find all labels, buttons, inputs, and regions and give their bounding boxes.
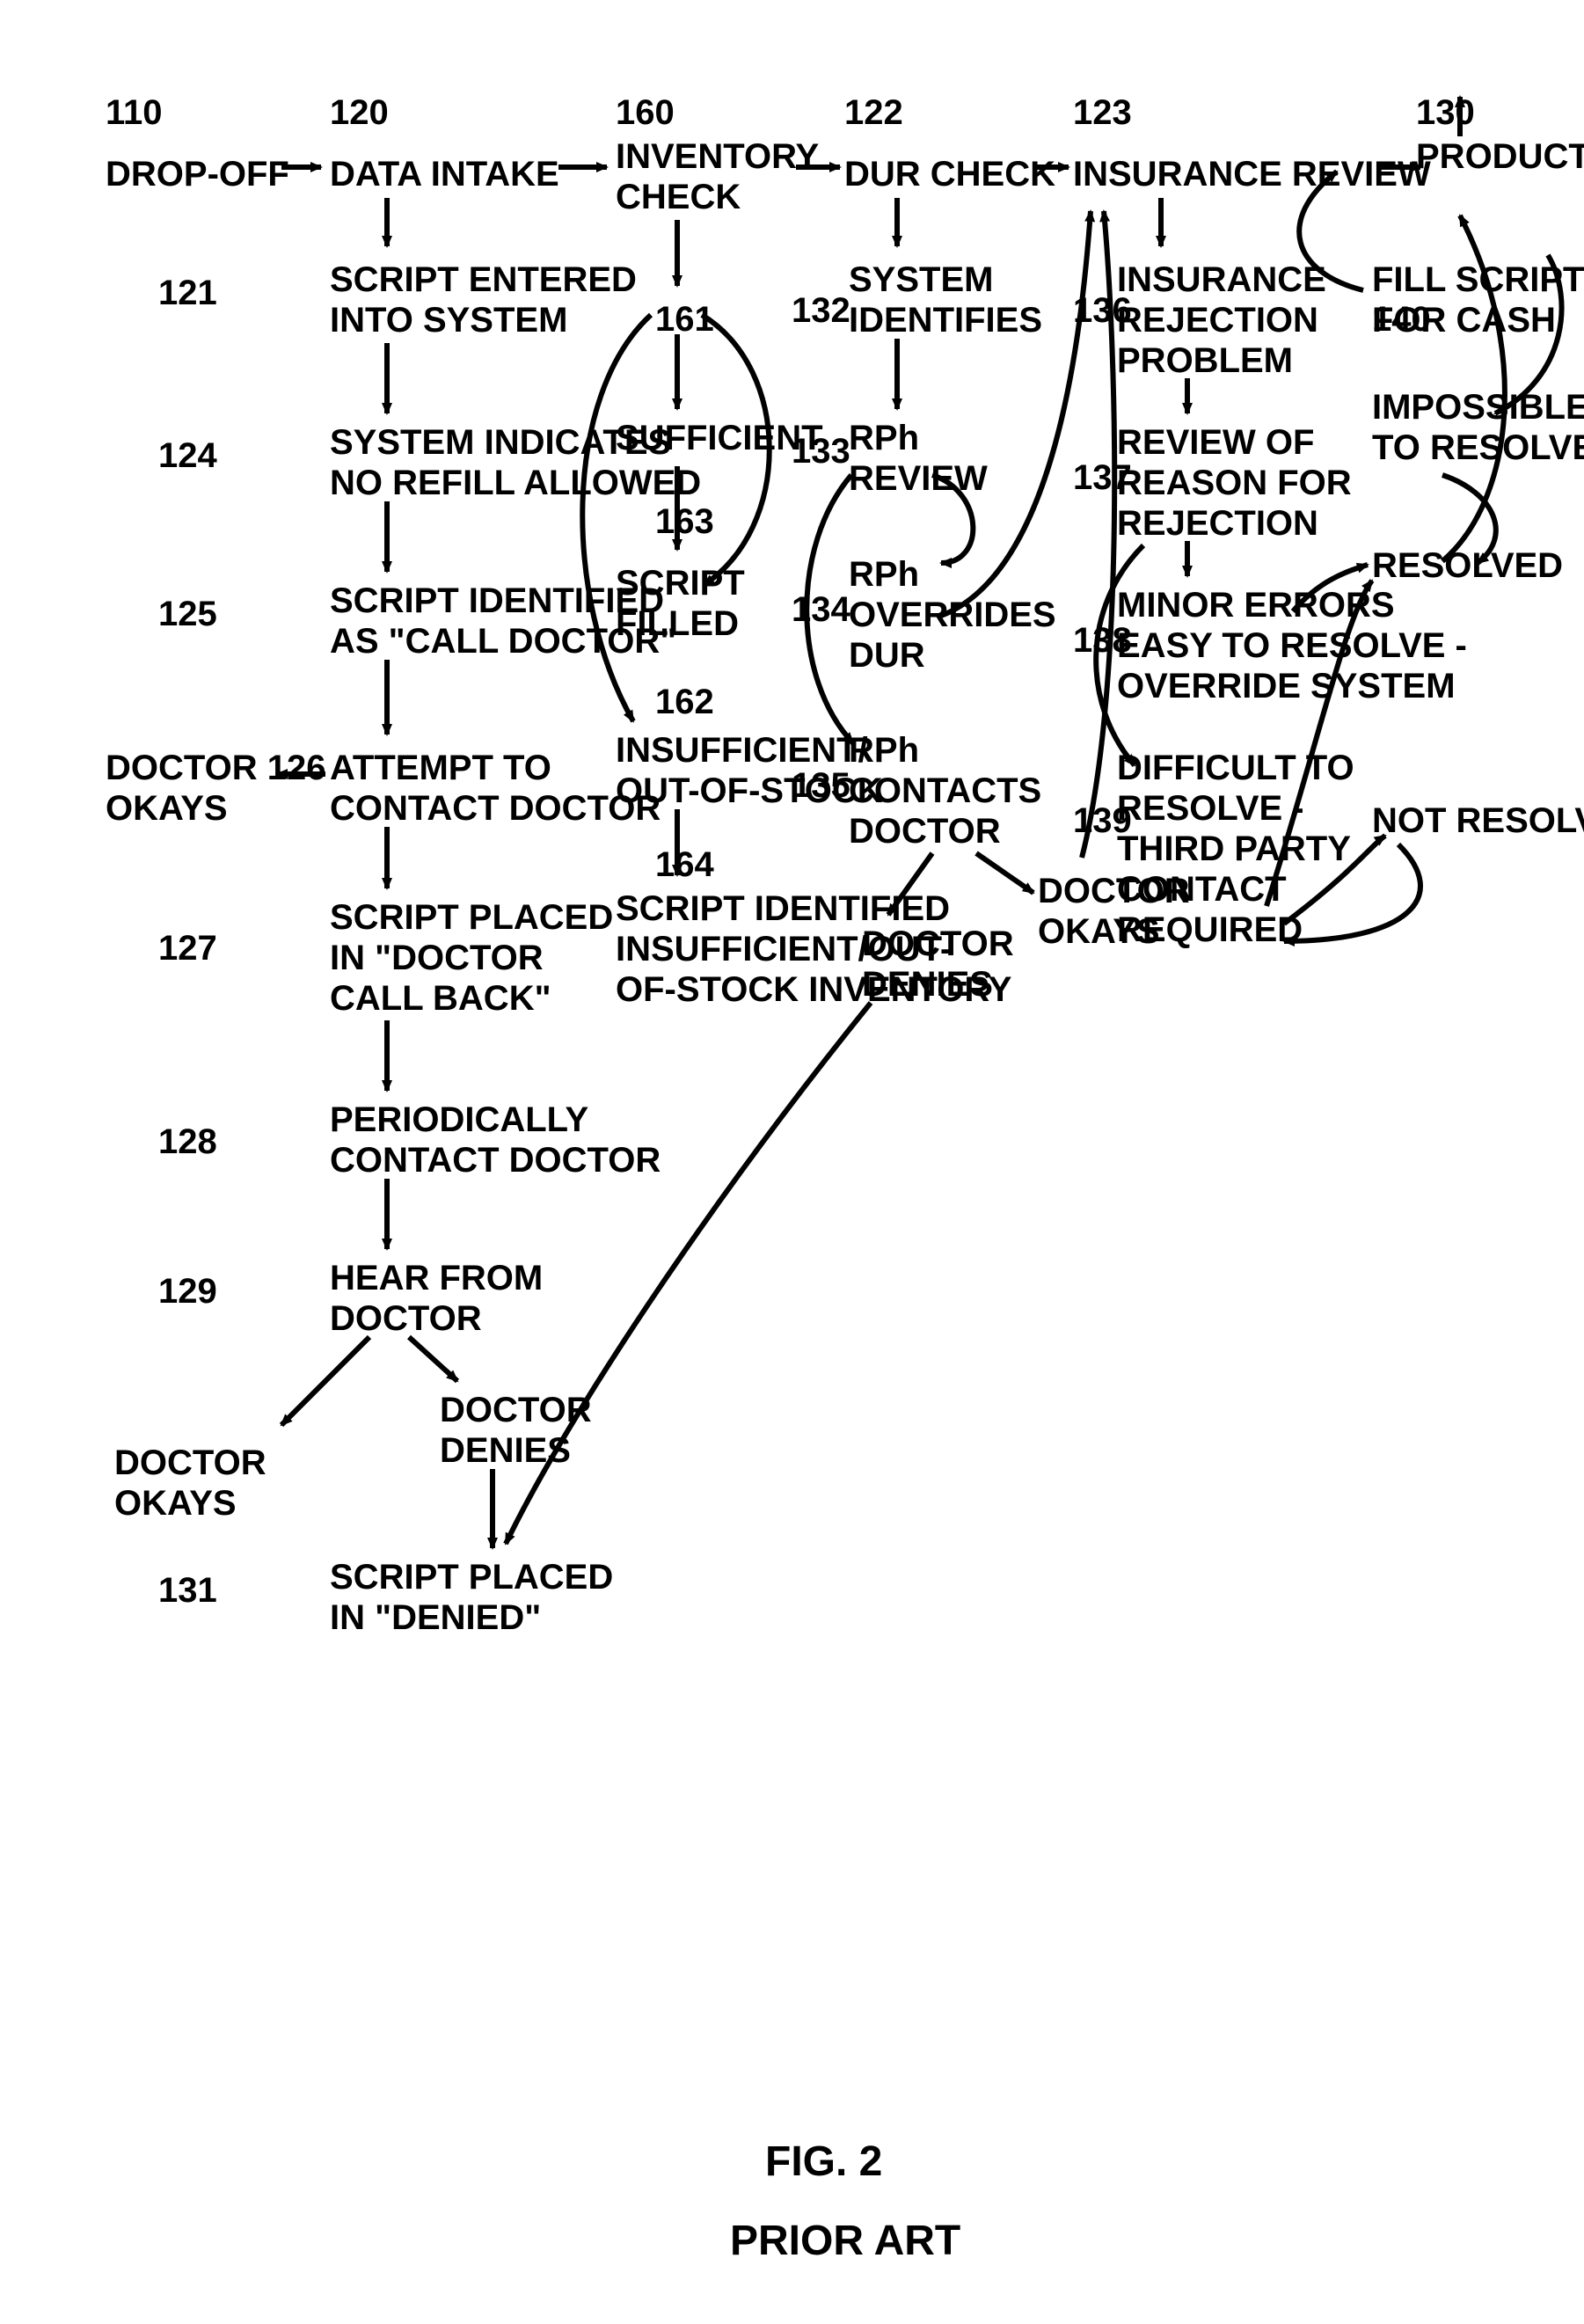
ref-129: 129 <box>158 1271 217 1312</box>
node-rph-review: RPh REVIEW <box>849 418 988 499</box>
node-hear-from: HEAR FROM DOCTOR <box>330 1258 543 1339</box>
node-minor-errors: MINOR ERRORS EASY TO RESOLVE - OVERRIDE … <box>1117 585 1467 706</box>
ref-162: 162 <box>655 682 714 722</box>
ref-127: 127 <box>158 928 217 968</box>
node-dur-check: DUR CHECK <box>844 154 1055 194</box>
ref-164: 164 <box>655 844 714 885</box>
node-production: PRODUCTION <box>1416 136 1584 177</box>
ref-122: 122 <box>844 92 903 133</box>
node-data-intake: DATA INTAKE <box>330 154 559 194</box>
node-dropoff: DROP-OFF <box>106 154 289 194</box>
node-doctor-denies-129: DOCTOR DENIES <box>440 1390 592 1471</box>
ref-120: 120 <box>330 92 389 133</box>
ref-125: 125 <box>158 594 217 634</box>
node-rph-overrides: RPh OVERRIDES DUR <box>849 554 1056 676</box>
ref-124: 124 <box>158 435 217 476</box>
ref-121: 121 <box>158 273 217 313</box>
node-review-reason: REVIEW OF REASON FOR REJECTION <box>1117 422 1352 544</box>
node-doctor-denies-dur: DOCTOR DENIES <box>862 924 1014 1005</box>
node-placed-callback: SCRIPT PLACED IN "DOCTOR CALL BACK" <box>330 897 613 1019</box>
node-resolved: RESOLVED <box>1372 545 1563 586</box>
ref-163: 163 <box>655 501 714 542</box>
ref-133: 133 <box>792 431 850 471</box>
node-impossible: IMPOSSIBLE TO RESOLVE <box>1372 387 1584 468</box>
ref-135: 135 <box>792 765 850 806</box>
node-fill-cash: FILL SCRIPT FOR CASH <box>1372 259 1584 340</box>
node-difficult: DIFFICULT TO RESOLVE - THIRD PARTY CONTA… <box>1117 748 1354 950</box>
ref-131: 131 <box>158 1570 217 1611</box>
ref-128: 128 <box>158 1122 217 1162</box>
node-placed-denied: SCRIPT PLACED IN "DENIED" <box>330 1557 613 1638</box>
node-periodically: PERIODICALLY CONTACT DOCTOR <box>330 1100 661 1180</box>
node-doctor-126-okays: DOCTOR 126 OKAYS <box>106 748 325 829</box>
ref-132: 132 <box>792 290 850 331</box>
node-rph-contacts: RPh CONTACTS DOCTOR <box>849 730 1041 851</box>
ref-110: 110 <box>106 92 163 133</box>
ref-134: 134 <box>792 589 850 630</box>
ref-160: 160 <box>616 92 675 133</box>
node-script-filled: SCRIPT FILLED <box>616 563 745 644</box>
ref-161: 161 <box>655 299 714 340</box>
figure-caption: FIG. 2 <box>765 2138 882 2186</box>
ref-123: 123 <box>1073 92 1132 133</box>
node-not-resolved: NOT RESOLVED <box>1372 800 1584 841</box>
ref-130: 130 <box>1416 92 1475 133</box>
node-ins-rej-problem: INSURANCE REJECTION PROBLEM <box>1117 259 1326 381</box>
node-script-entered: SCRIPT ENTERED INTO SYSTEM <box>330 259 637 340</box>
node-doctor-okays-129: DOCTOR OKAYS <box>114 1443 266 1524</box>
node-insurance-review: INSURANCE REVIEW <box>1073 154 1431 194</box>
diagram-canvas: 110 DROP-OFF 120 DATA INTAKE 160 INVENTO… <box>0 0 1584 2324</box>
arrows-layer <box>0 0 1584 2324</box>
node-inventory-check: INVENTORY CHECK <box>616 136 819 217</box>
node-attempt-contact: ATTEMPT TO CONTACT DOCTOR <box>330 748 661 829</box>
node-system-identifies: SYSTEM IDENTIFIES <box>849 259 1042 340</box>
figure-subcaption: PRIOR ART <box>730 2217 960 2265</box>
